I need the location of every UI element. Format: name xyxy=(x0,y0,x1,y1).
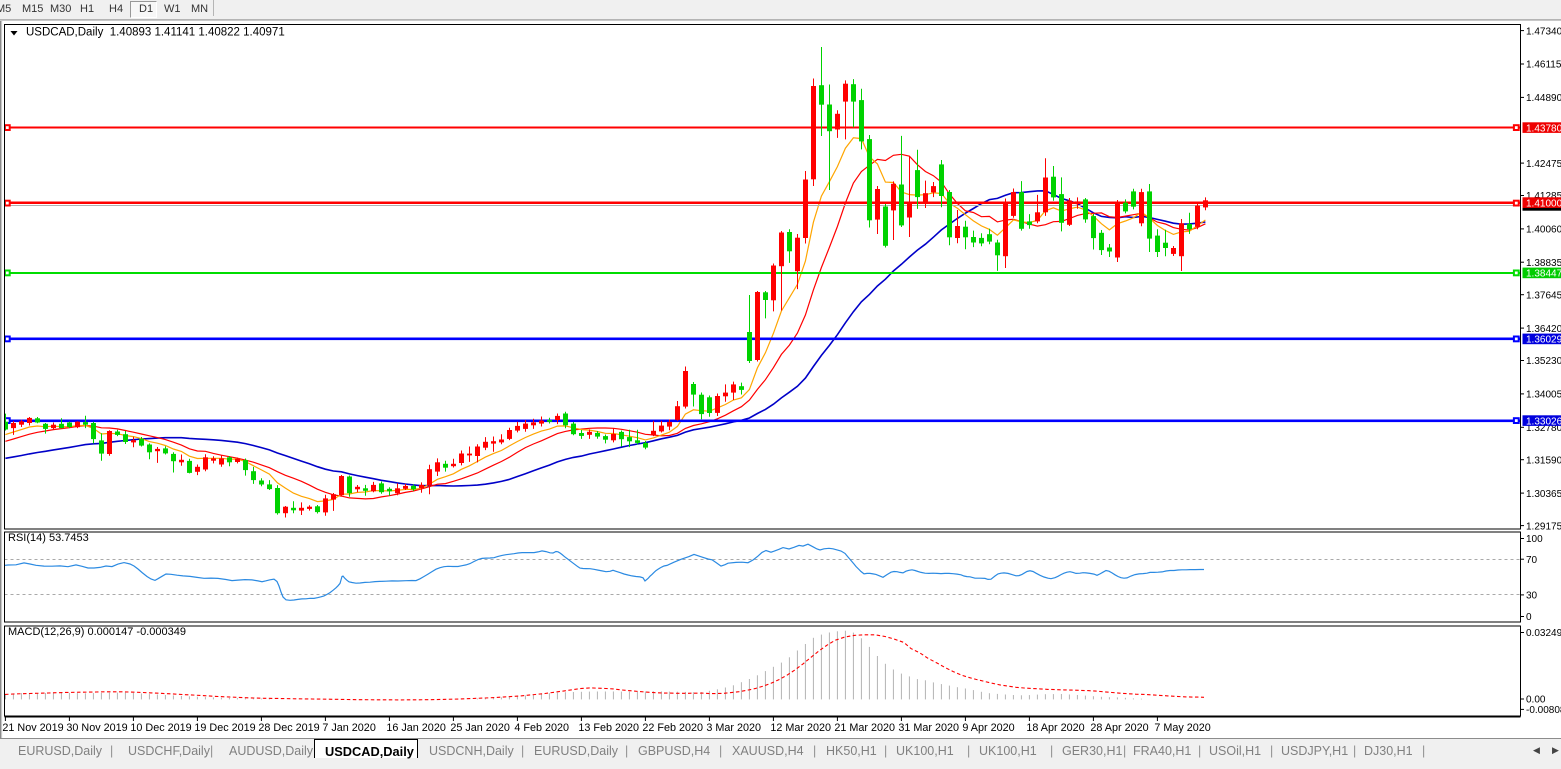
svg-text:1.37645: 1.37645 xyxy=(1526,290,1561,301)
svg-text:28 Dec 2019: 28 Dec 2019 xyxy=(258,722,319,734)
svg-text:1.42475: 1.42475 xyxy=(1526,159,1561,170)
svg-text:1.47340: 1.47340 xyxy=(1526,26,1561,37)
svg-text:1.31590: 1.31590 xyxy=(1526,455,1561,466)
svg-text:7 Jan 2020: 7 Jan 2020 xyxy=(322,722,375,734)
svg-text:30: 30 xyxy=(1526,591,1538,602)
svg-text:1.41000: 1.41000 xyxy=(1526,198,1561,209)
svg-text:22 Feb 2020: 22 Feb 2020 xyxy=(642,722,703,734)
svg-text:1.33026: 1.33026 xyxy=(1526,416,1561,427)
svg-text:9 Apr 2020: 9 Apr 2020 xyxy=(962,722,1014,734)
svg-text:7 May 2020: 7 May 2020 xyxy=(1154,722,1210,734)
svg-text:1.29175: 1.29175 xyxy=(1526,521,1561,532)
svg-text:25 Jan 2020: 25 Jan 2020 xyxy=(450,722,509,734)
svg-text:21 Mar 2020: 21 Mar 2020 xyxy=(834,722,895,734)
svg-text:-0.00808: -0.00808 xyxy=(1526,705,1561,716)
svg-text:31 Mar 2020: 31 Mar 2020 xyxy=(898,722,959,734)
svg-text:1.34005: 1.34005 xyxy=(1526,390,1561,401)
svg-text:21 Nov 2019: 21 Nov 2019 xyxy=(2,722,63,734)
svg-text:1.46115: 1.46115 xyxy=(1526,60,1561,71)
svg-text:USDCAD,Daily 1.40893 1.41141: USDCAD,Daily 1.40893 1.41141 1.40822 1.4… xyxy=(26,27,285,39)
svg-text:18 Apr 2020: 18 Apr 2020 xyxy=(1026,722,1084,734)
svg-text:1.38447: 1.38447 xyxy=(1526,269,1561,280)
svg-text:1.36420: 1.36420 xyxy=(1526,324,1561,335)
svg-text:70: 70 xyxy=(1526,555,1538,566)
svg-text:1.44890: 1.44890 xyxy=(1526,93,1561,104)
svg-text:0.032493: 0.032493 xyxy=(1526,628,1561,639)
svg-text:1.36029: 1.36029 xyxy=(1526,335,1561,346)
svg-text:28 Apr 2020: 28 Apr 2020 xyxy=(1090,722,1148,734)
svg-text:30 Nov 2019: 30 Nov 2019 xyxy=(66,722,127,734)
svg-text:19 Dec 2019: 19 Dec 2019 xyxy=(194,722,255,734)
svg-text:1.30365: 1.30365 xyxy=(1526,489,1561,500)
svg-text:RSI(14) 53.7453: RSI(14) 53.7453 xyxy=(8,532,89,544)
svg-text:1.43780: 1.43780 xyxy=(1526,123,1561,134)
svg-text:3 Mar 2020: 3 Mar 2020 xyxy=(706,722,761,734)
svg-text:MACD(12,26,9) 0.000147 -0.0003: MACD(12,26,9) 0.000147 -0.000349 xyxy=(8,626,186,638)
svg-text:13 Feb 2020: 13 Feb 2020 xyxy=(578,722,639,734)
svg-text:12 Mar 2020: 12 Mar 2020 xyxy=(770,722,831,734)
svg-text:0: 0 xyxy=(1526,612,1532,623)
svg-text:100: 100 xyxy=(1526,534,1543,545)
svg-text:10 Dec 2019: 10 Dec 2019 xyxy=(130,722,191,734)
svg-text:4 Feb 2020: 4 Feb 2020 xyxy=(514,722,569,734)
svg-text:0.00: 0.00 xyxy=(1526,695,1546,706)
svg-text:1.38835: 1.38835 xyxy=(1526,258,1561,269)
svg-text:1.40060: 1.40060 xyxy=(1526,225,1561,236)
svg-text:16 Jan 2020: 16 Jan 2020 xyxy=(386,722,445,734)
svg-text:1.35230: 1.35230 xyxy=(1526,356,1561,367)
